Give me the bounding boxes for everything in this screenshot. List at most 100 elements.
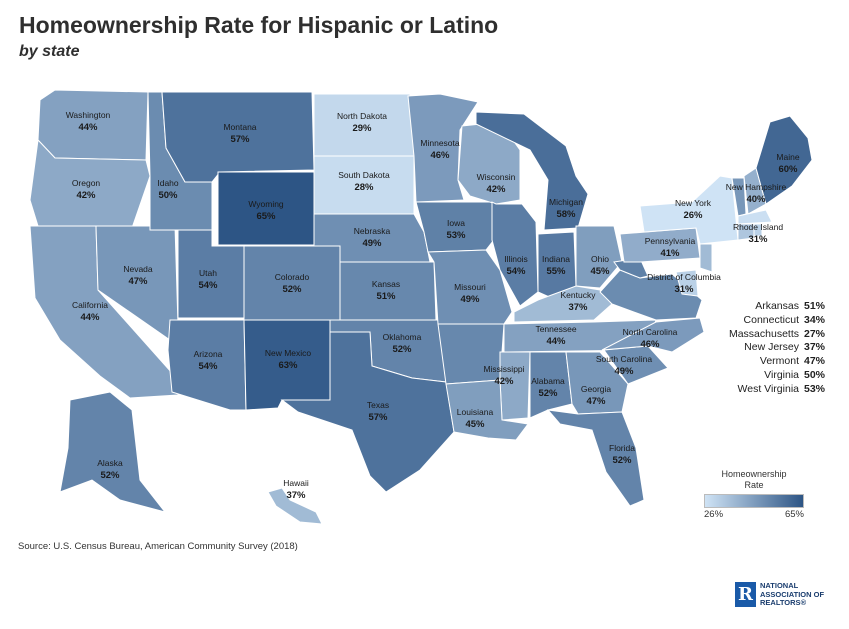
state-value-iowa: 53% — [446, 230, 466, 241]
state-value-texas: 57% — [368, 412, 388, 423]
state-name-new-hampshire: New Hampshire — [726, 182, 787, 192]
side-list-value: 47% — [803, 355, 825, 368]
side-list-name: West Virginia — [737, 382, 799, 395]
state-value-illinois: 54% — [506, 266, 526, 277]
state-value-hawaii: 37% — [286, 490, 306, 501]
legend-max-label: 65% — [784, 509, 804, 520]
state-oregon — [29, 138, 151, 229]
state-value-tennessee: 44% — [546, 336, 566, 347]
side-list-name: Connecticut — [743, 313, 799, 326]
state-value-minnesota: 46% — [430, 150, 450, 161]
side-list-row-new-jersey: New Jersey 37% — [700, 341, 825, 355]
side-list-row-massachusetts: Massachusetts 27% — [700, 328, 825, 342]
state-maine — [755, 115, 813, 205]
side-list-value: 53% — [803, 382, 825, 395]
state-name-arizona: Arizona — [194, 349, 223, 359]
state-name-kentucky: Kentucky — [561, 290, 597, 300]
state-alaska — [59, 391, 167, 513]
state-name-maine: Maine — [776, 152, 799, 162]
state-name-south-dakota: South Dakota — [338, 170, 390, 180]
side-list-row-west-virginia: West Virginia 53% — [700, 383, 825, 397]
state-name-wyoming: Wyoming — [248, 199, 284, 209]
state-alabama — [529, 351, 573, 419]
state-value-colorado: 52% — [282, 284, 302, 295]
state-value-nebraska: 49% — [362, 238, 382, 249]
logo-line3: REALTORS — [760, 598, 801, 607]
state-name-mississippi: Mississippi — [483, 364, 524, 374]
side-list-value: 37% — [803, 341, 825, 354]
state-name-nebraska: Nebraska — [354, 226, 391, 236]
state-name-wisconsin: Wisconsin — [477, 172, 516, 182]
state-name-colorado: Colorado — [275, 272, 310, 282]
state-value-new-mexico: 63% — [278, 360, 298, 371]
state-name-south-carolina: South Carolina — [596, 354, 653, 364]
nar-logo: R NATIONAL ASSOCIATION OF REALTORS® — [735, 581, 825, 608]
state-labels: Washington 44% Oregon 42% California 44% Nevad… — [66, 110, 800, 501]
state-louisiana — [445, 379, 529, 441]
state-name-missouri: Missouri — [454, 282, 486, 292]
state-name-new-york: New York — [675, 198, 712, 208]
state-name-texas: Texas — [367, 400, 389, 410]
logo-line1: NATIONAL — [760, 581, 799, 590]
logo-text: NATIONAL ASSOCIATION OF REALTORS® — [760, 581, 825, 607]
side-list-row-arkansas: Arkansas 51% — [700, 300, 825, 314]
state-name-north-dakota: North Dakota — [337, 111, 387, 121]
state-name-washington: Washington — [66, 110, 111, 120]
legend-gradient-bar — [704, 494, 804, 508]
state-name-georgia: Georgia — [581, 384, 612, 394]
state-name-florida: Florida — [609, 443, 635, 453]
state-montana — [161, 91, 315, 183]
state-value-california: 44% — [80, 312, 100, 323]
state-rhode-island — [753, 223, 763, 237]
state-name-ohio: Ohio — [591, 254, 609, 264]
side-list-name: Arkansas — [755, 300, 799, 312]
state-florida — [546, 409, 645, 507]
side-list-value: 50% — [803, 368, 825, 381]
side-list-value: 51% — [803, 300, 825, 312]
state-value-arizona: 54% — [198, 361, 218, 372]
state-value-georgia: 47% — [586, 396, 606, 407]
state-value-montana: 57% — [230, 134, 250, 145]
source-note: Source: U.S. Census Bureau, American Com… — [18, 541, 298, 552]
state-value-indiana: 55% — [546, 266, 566, 277]
state-illinois — [491, 201, 539, 307]
state-value-wisconsin: 42% — [486, 184, 506, 195]
state-name-kansas: Kansas — [372, 279, 400, 289]
state-shapes — [29, 89, 813, 525]
state-arkansas — [437, 323, 505, 385]
state-name-alaska: Alaska — [97, 458, 123, 468]
state-value-south-carolina: 49% — [614, 366, 634, 377]
state-value-florida: 52% — [612, 455, 632, 466]
state-massachusetts — [737, 209, 773, 225]
side-list-row-vermont: Vermont 47% — [700, 355, 825, 369]
state-name-north-carolina: North Carolina — [623, 327, 678, 337]
state-mississippi — [499, 351, 531, 421]
state-name-rhode-island: Rhode Island — [733, 222, 783, 232]
state-value-idaho: 50% — [158, 190, 178, 201]
legend-title-line2: Rate — [744, 480, 764, 490]
state-name-oklahoma: Oklahoma — [383, 332, 422, 342]
page-title: Homeownership Rate for Hispanic or Latin… — [19, 12, 499, 38]
side-list-row-virginia: Virginia 50% — [700, 369, 825, 383]
state-value-alabama: 52% — [538, 388, 558, 399]
state-name-new-mexico: New Mexico — [265, 348, 312, 358]
state-value-utah: 54% — [198, 280, 218, 291]
state-name-michigan: Michigan — [549, 197, 583, 207]
state-name-illinois: Illinois — [504, 254, 528, 264]
side-list-name: New Jersey — [744, 341, 799, 354]
state-value-mississippi: 42% — [494, 376, 514, 387]
state-connecticut — [737, 223, 755, 241]
state-value-kansas: 51% — [376, 291, 396, 302]
state-name-tennessee: Tennessee — [535, 324, 576, 334]
small-states-list: Arkansas 51% Connecticut 34% Massachusetts 27… — [700, 300, 825, 397]
state-value-north-dakota: 29% — [352, 123, 372, 134]
state-value-michigan: 58% — [556, 209, 576, 220]
state-name-district-of-columbia: District of Columbia — [647, 272, 721, 282]
state-value-louisiana: 45% — [465, 419, 485, 430]
state-value-alaska: 52% — [100, 470, 120, 481]
state-name-pennsylvania: Pennsylvania — [645, 236, 696, 246]
state-value-north-carolina: 46% — [640, 339, 660, 350]
state-value-oklahoma: 52% — [392, 344, 412, 355]
state-value-new-york: 26% — [683, 210, 703, 221]
